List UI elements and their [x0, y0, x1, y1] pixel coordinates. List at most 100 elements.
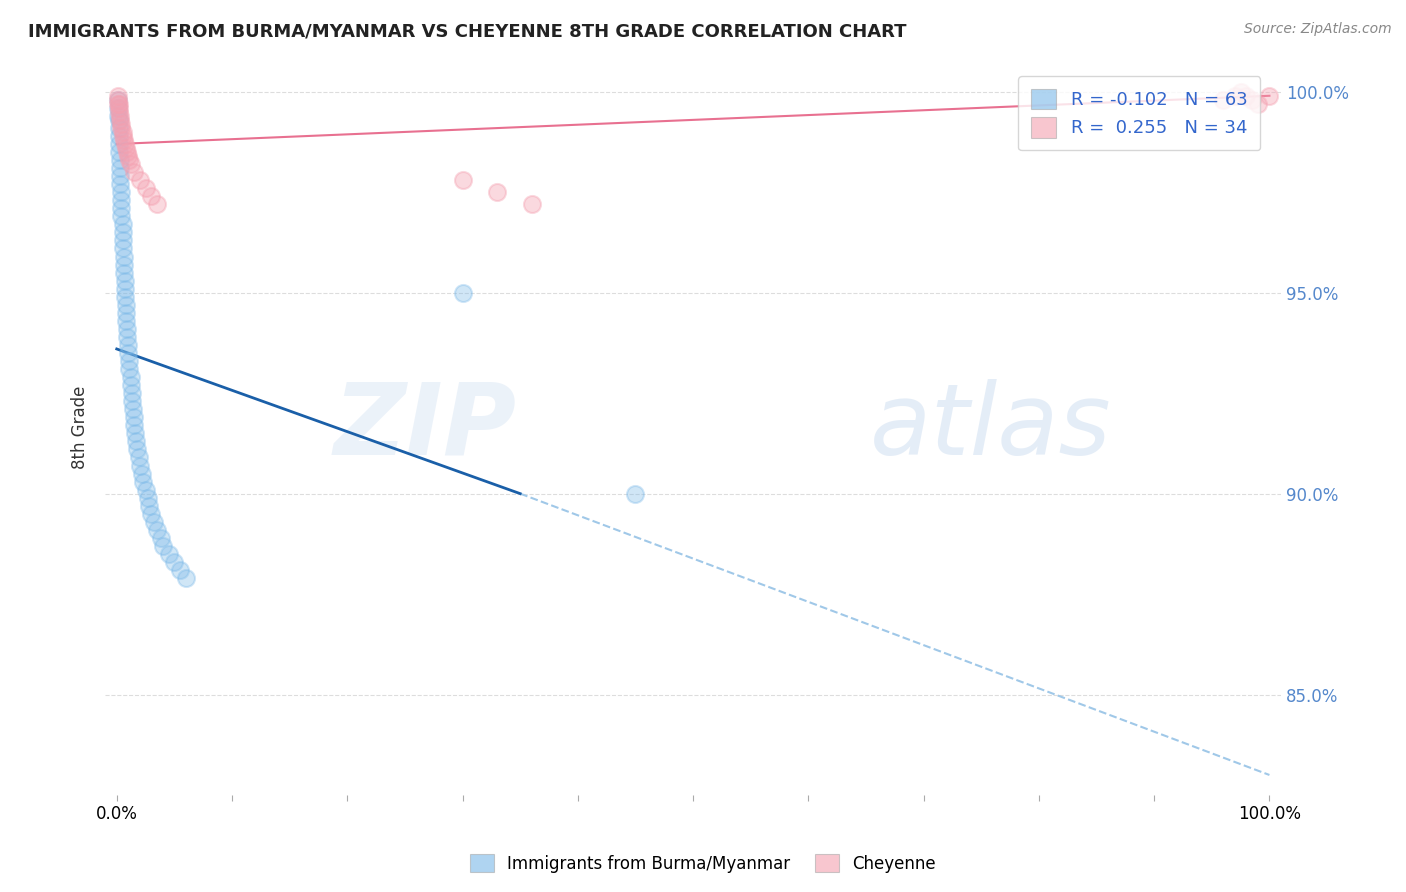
- Point: [108, 136, 131, 151]
- Point: [112, 266, 135, 280]
- Point: [141, 507, 163, 521]
- Point: [138, 499, 160, 513]
- Point: [112, 258, 135, 272]
- Point: [110, 120, 132, 135]
- Point: [146, 197, 169, 211]
- Point: [451, 285, 474, 300]
- Point: [128, 173, 150, 187]
- Point: [120, 370, 142, 384]
- Point: [122, 165, 145, 179]
- Point: [111, 226, 134, 240]
- Point: [121, 386, 143, 401]
- Point: [108, 169, 131, 183]
- Point: [124, 426, 146, 441]
- Point: [118, 362, 141, 376]
- Point: [1258, 88, 1281, 103]
- Point: [108, 112, 131, 127]
- Point: [624, 486, 647, 500]
- Point: [114, 136, 136, 151]
- Point: [163, 555, 186, 569]
- Point: [117, 346, 139, 360]
- Point: [108, 112, 131, 127]
- Point: [108, 128, 131, 143]
- Point: [120, 157, 142, 171]
- Point: [111, 234, 134, 248]
- Point: [107, 101, 129, 115]
- Point: [107, 109, 129, 123]
- Point: [121, 394, 143, 409]
- Point: [107, 93, 129, 107]
- Point: [108, 96, 131, 111]
- Point: [111, 242, 134, 256]
- Point: [127, 442, 149, 457]
- Point: [115, 298, 138, 312]
- Point: [120, 378, 142, 392]
- Point: [174, 571, 197, 585]
- Point: [115, 322, 138, 336]
- Point: [135, 483, 157, 497]
- Point: [111, 128, 134, 143]
- Point: [486, 185, 509, 199]
- Point: [110, 185, 132, 199]
- Point: [115, 141, 138, 155]
- Point: [122, 418, 145, 433]
- Point: [135, 181, 157, 195]
- Point: [107, 96, 129, 111]
- Point: [128, 450, 150, 465]
- Point: [122, 410, 145, 425]
- Point: [520, 197, 543, 211]
- Point: [132, 475, 155, 489]
- Point: [115, 306, 138, 320]
- Point: [125, 434, 148, 449]
- Point: [146, 523, 169, 537]
- Y-axis label: 8th Grade: 8th Grade: [72, 385, 89, 469]
- Point: [110, 117, 132, 131]
- Point: [114, 290, 136, 304]
- Point: [1234, 88, 1257, 103]
- Point: [131, 467, 153, 481]
- Point: [108, 101, 131, 115]
- Point: [128, 458, 150, 473]
- Text: Source: ZipAtlas.com: Source: ZipAtlas.com: [1244, 22, 1392, 37]
- Point: [115, 145, 138, 159]
- Point: [152, 539, 174, 553]
- Point: [1223, 88, 1246, 103]
- Point: [115, 314, 138, 328]
- Legend: Immigrants from Burma/Myanmar, Cheyenne: Immigrants from Burma/Myanmar, Cheyenne: [464, 847, 942, 880]
- Point: [112, 133, 135, 147]
- Point: [451, 173, 474, 187]
- Point: [111, 218, 134, 232]
- Point: [110, 194, 132, 208]
- Point: [1229, 85, 1251, 99]
- Point: [136, 491, 159, 505]
- Point: [108, 109, 131, 123]
- Point: [1247, 96, 1270, 111]
- Text: atlas: atlas: [869, 379, 1111, 475]
- Point: [112, 250, 135, 264]
- Point: [118, 153, 141, 167]
- Point: [108, 177, 131, 191]
- Point: [141, 189, 163, 203]
- Point: [108, 161, 131, 175]
- Point: [118, 354, 141, 368]
- Point: [142, 515, 165, 529]
- Point: [110, 210, 132, 224]
- Point: [107, 93, 129, 107]
- Point: [114, 282, 136, 296]
- Point: [108, 120, 131, 135]
- Text: IMMIGRANTS FROM BURMA/MYANMAR VS CHEYENNE 8TH GRADE CORRELATION CHART: IMMIGRANTS FROM BURMA/MYANMAR VS CHEYENN…: [28, 22, 907, 40]
- Point: [110, 202, 132, 216]
- Point: [1241, 93, 1264, 107]
- Legend: R = -0.102   N = 63, R =  0.255   N = 34: R = -0.102 N = 63, R = 0.255 N = 34: [1018, 76, 1260, 150]
- Point: [108, 145, 131, 159]
- Point: [108, 153, 131, 167]
- Point: [117, 149, 139, 163]
- Point: [117, 338, 139, 352]
- Text: ZIP: ZIP: [333, 379, 517, 475]
- Point: [115, 330, 138, 344]
- Point: [157, 547, 180, 561]
- Point: [107, 88, 129, 103]
- Point: [111, 125, 134, 139]
- Point: [1212, 93, 1234, 107]
- Point: [169, 563, 191, 577]
